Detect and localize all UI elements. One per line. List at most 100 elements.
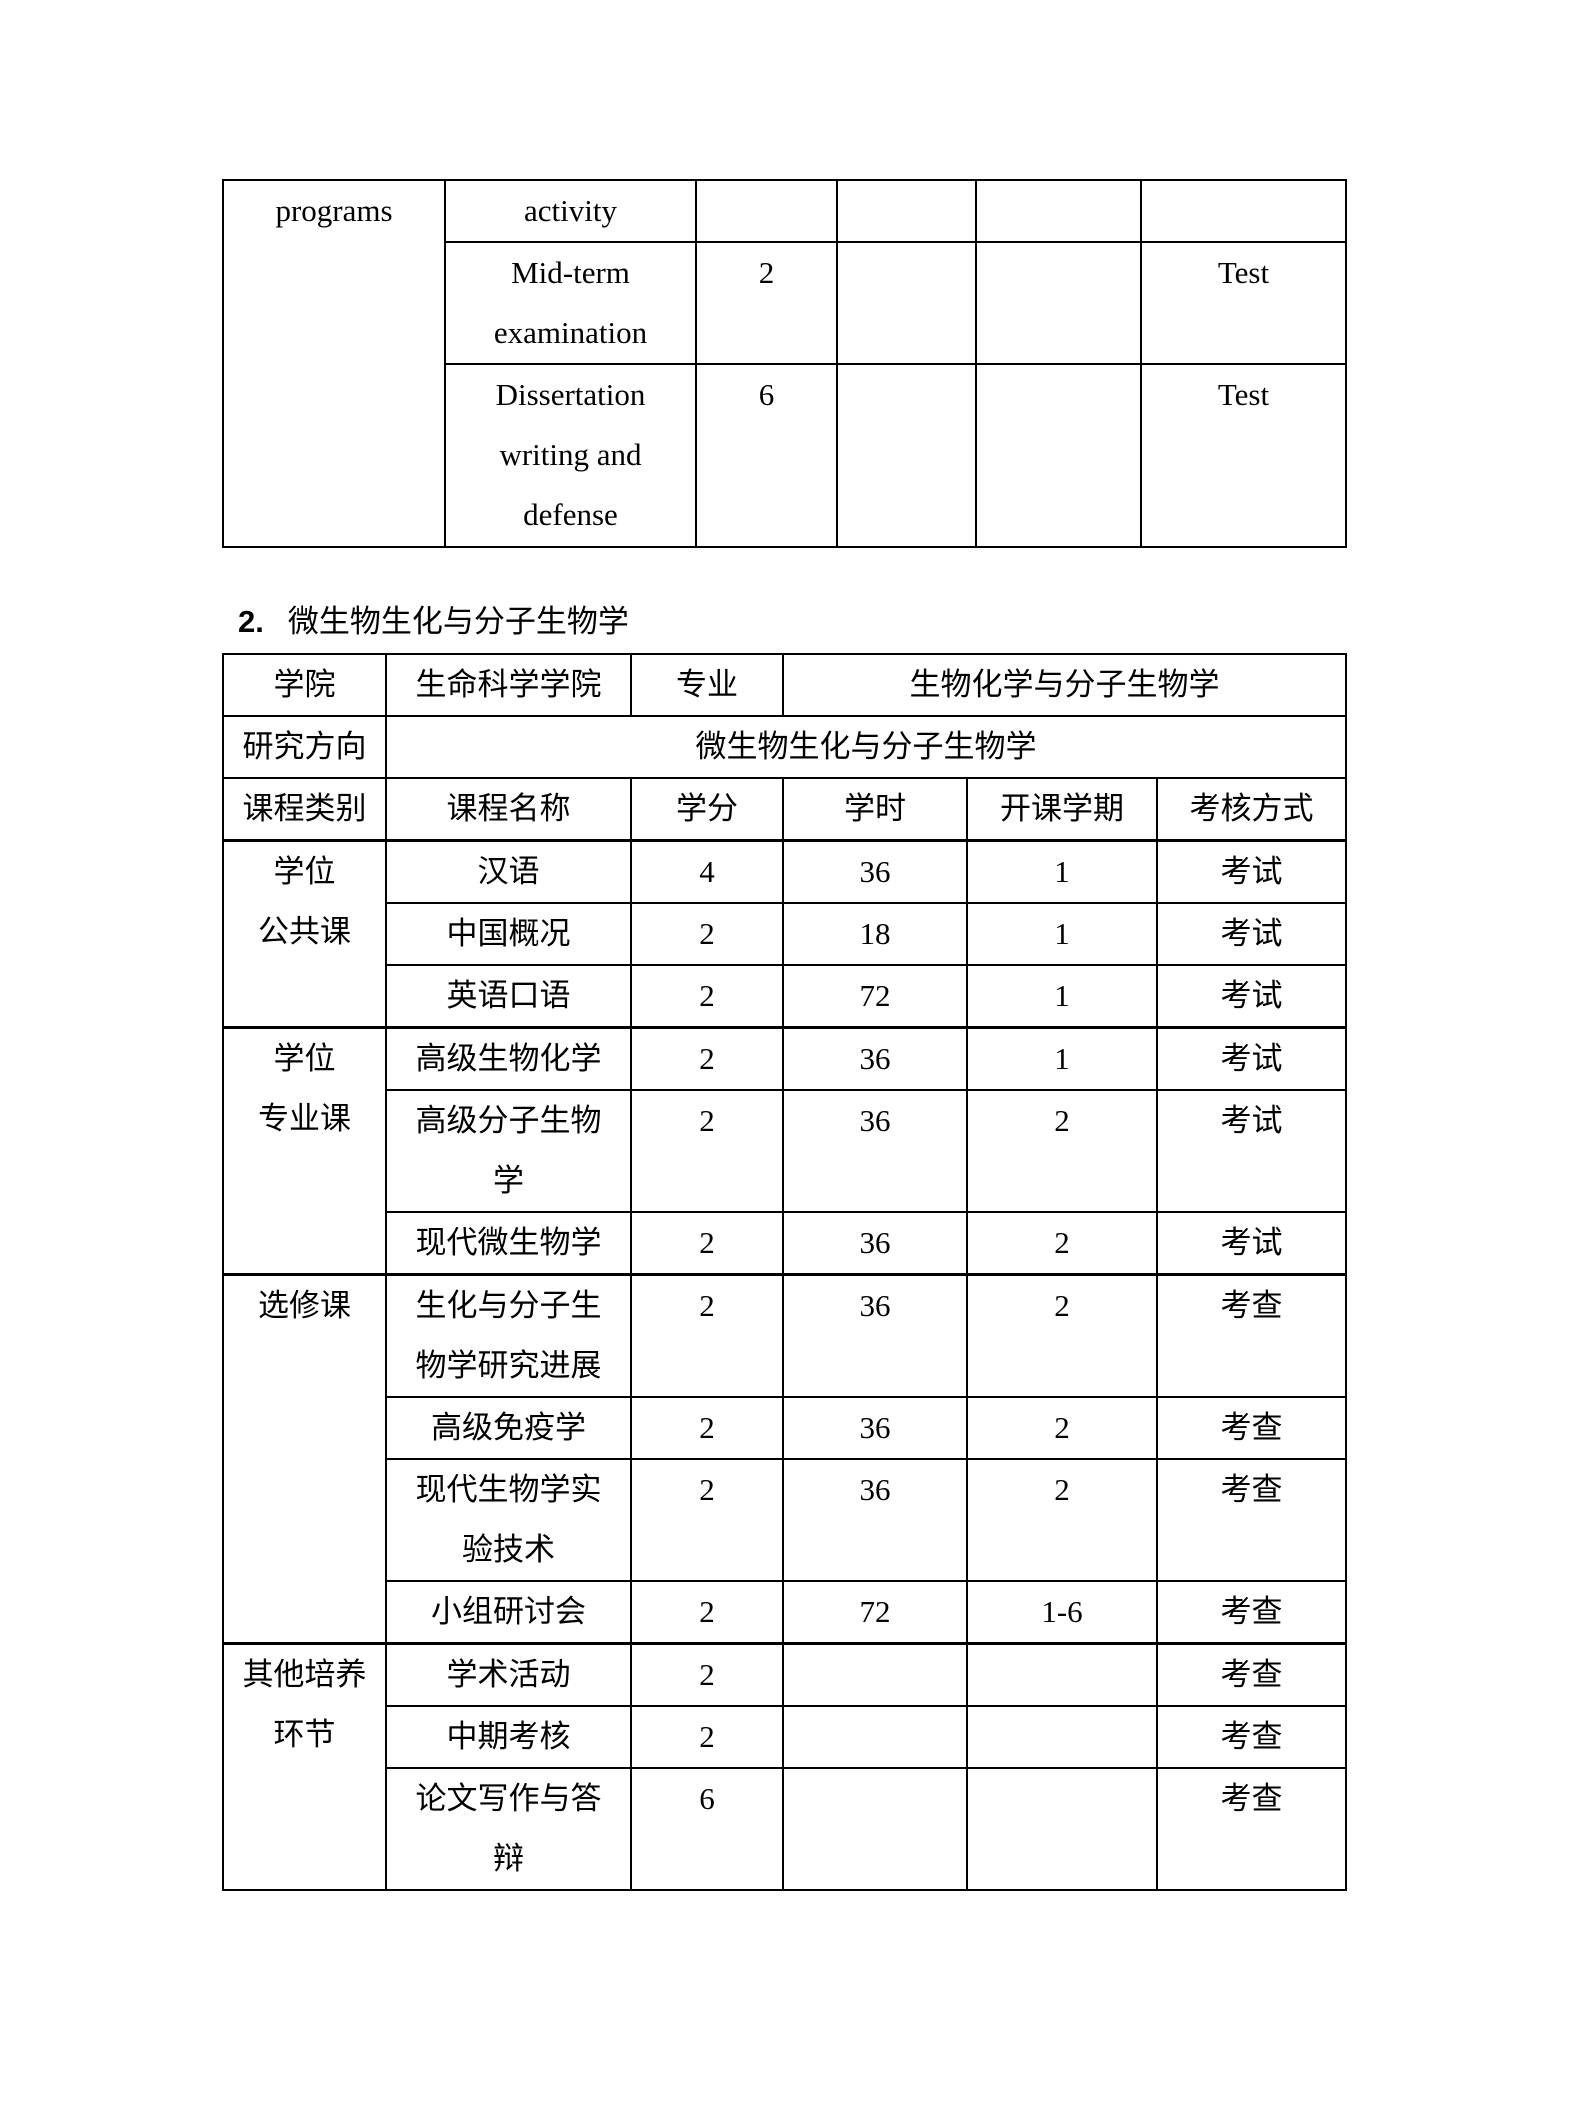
semester-cell: 1 bbox=[966, 964, 1158, 1029]
assessment-cell bbox=[1140, 179, 1347, 243]
hours-cell bbox=[782, 1642, 968, 1707]
hours-cell: 36 bbox=[782, 1026, 968, 1091]
assessment-cell: 考试 bbox=[1156, 1089, 1347, 1213]
credits-cell: 2 bbox=[630, 902, 784, 966]
empty-cell bbox=[836, 179, 977, 243]
course-name-cell: 小组研讨会 bbox=[385, 1580, 632, 1645]
course-name-cell: 汉语 bbox=[385, 839, 632, 904]
hours-cell: 36 bbox=[782, 1396, 968, 1460]
semester-cell bbox=[966, 1705, 1158, 1769]
hours-cell: 36 bbox=[782, 1273, 968, 1398]
assessment-cell: 考试 bbox=[1156, 964, 1347, 1029]
course-name-cell: 高级分子生物 学 bbox=[385, 1089, 632, 1213]
credits-cell: 2 bbox=[630, 1580, 784, 1645]
hours-cell: 72 bbox=[782, 964, 968, 1029]
semester-cell: 1 bbox=[966, 839, 1158, 904]
course-name-cell: 现代生物学实 验技术 bbox=[385, 1458, 632, 1582]
course-name-cell: 现代微生物学 bbox=[385, 1211, 632, 1276]
credits-cell: 6 bbox=[695, 363, 838, 548]
empty-cell bbox=[975, 179, 1142, 243]
section-heading: 2. 微生物生化与分子生物学 bbox=[238, 592, 629, 652]
assessment-cell: 考试 bbox=[1156, 839, 1347, 904]
hours-cell bbox=[782, 1705, 968, 1769]
assessment-cell: 考试 bbox=[1156, 1026, 1347, 1091]
semester-cell: 2 bbox=[966, 1089, 1158, 1213]
credits-cell: 2 bbox=[630, 1026, 784, 1091]
category-cell: 学位 公共课 bbox=[222, 839, 387, 1029]
course-name-cell: 论文写作与答 辩 bbox=[385, 1767, 632, 1891]
assessment-cell: 考查 bbox=[1156, 1458, 1347, 1582]
assessment-cell: 考试 bbox=[1156, 902, 1347, 966]
empty-cell bbox=[975, 363, 1142, 548]
credits-cell: 2 bbox=[630, 1089, 784, 1213]
section-number: 2. bbox=[238, 604, 264, 639]
college-value-cell: 生命科学学院 bbox=[385, 653, 632, 717]
hours-cell: 36 bbox=[782, 1089, 968, 1213]
assessment-cell: Test bbox=[1140, 363, 1347, 548]
credits-cell: 2 bbox=[630, 1211, 784, 1276]
course-name-cell: 中国概况 bbox=[385, 902, 632, 966]
semester-cell bbox=[966, 1642, 1158, 1707]
english-training-table: programs activity Mid-term examination 2… bbox=[222, 179, 1347, 548]
empty-cell bbox=[975, 241, 1142, 365]
assessment-cell: 考查 bbox=[1156, 1767, 1347, 1891]
empty-cell bbox=[836, 241, 977, 365]
semester-cell: 2 bbox=[966, 1273, 1158, 1398]
course-name-cell: 生化与分子生 物学研究进展 bbox=[385, 1273, 632, 1398]
credits-cell bbox=[695, 179, 838, 243]
category-cell: 选修课 bbox=[222, 1273, 387, 1645]
assessment-cell: 考试 bbox=[1156, 1211, 1347, 1276]
direction-label-cell: 研究方向 bbox=[222, 715, 387, 779]
hours-cell bbox=[782, 1767, 968, 1891]
activity-name-cell: Mid-term examination bbox=[444, 241, 697, 365]
hours-cell: 72 bbox=[782, 1580, 968, 1645]
semester-cell: 1 bbox=[966, 1026, 1158, 1091]
major-label-cell: 专业 bbox=[630, 653, 784, 717]
semester-cell: 1-6 bbox=[966, 1580, 1158, 1645]
header-course-cell: 课程名称 bbox=[385, 777, 632, 842]
assessment-cell: 考查 bbox=[1156, 1580, 1347, 1645]
credits-cell: 2 bbox=[695, 241, 838, 365]
semester-cell: 1 bbox=[966, 902, 1158, 966]
credits-cell: 4 bbox=[630, 839, 784, 904]
section-title: 微生物生化与分子生物学 bbox=[287, 604, 629, 639]
college-label-cell: 学院 bbox=[222, 653, 387, 717]
assessment-cell: 考查 bbox=[1156, 1705, 1347, 1769]
activity-name-cell: activity bbox=[444, 179, 697, 243]
credits-cell: 2 bbox=[630, 1705, 784, 1769]
semester-cell bbox=[966, 1767, 1158, 1891]
course-name-cell: 中期考核 bbox=[385, 1705, 632, 1769]
header-hours-cell: 学时 bbox=[782, 777, 968, 842]
empty-cell bbox=[836, 363, 977, 548]
hours-cell: 36 bbox=[782, 1458, 968, 1582]
credits-cell: 2 bbox=[630, 1458, 784, 1582]
assessment-cell: Test bbox=[1140, 241, 1347, 365]
assessment-cell: 考查 bbox=[1156, 1273, 1347, 1398]
course-name-cell: 高级免疫学 bbox=[385, 1396, 632, 1460]
semester-cell: 2 bbox=[966, 1458, 1158, 1582]
assessment-cell: 考查 bbox=[1156, 1396, 1347, 1460]
hours-cell: 18 bbox=[782, 902, 968, 966]
curriculum-table: 学院 生命科学学院 专业 生物化学与分子生物学 研究方向 微生物生化与分子生物学… bbox=[222, 653, 1347, 1891]
course-name-cell: 英语口语 bbox=[385, 964, 632, 1029]
major-value-cell: 生物化学与分子生物学 bbox=[782, 653, 1347, 717]
semester-cell: 2 bbox=[966, 1396, 1158, 1460]
credits-cell: 2 bbox=[630, 1396, 784, 1460]
category-cell: 其他培养 环节 bbox=[222, 1642, 387, 1891]
header-assessment-cell: 考核方式 bbox=[1156, 777, 1347, 842]
credits-cell: 2 bbox=[630, 1273, 784, 1398]
credits-cell: 2 bbox=[630, 1642, 784, 1707]
credits-cell: 2 bbox=[630, 964, 784, 1029]
header-category-cell: 课程类别 bbox=[222, 777, 387, 842]
credits-cell: 6 bbox=[630, 1767, 784, 1891]
header-semester-cell: 开课学期 bbox=[966, 777, 1158, 842]
course-name-cell: 学术活动 bbox=[385, 1642, 632, 1707]
direction-value-cell: 微生物生化与分子生物学 bbox=[385, 715, 1347, 779]
course-name-cell: 高级生物化学 bbox=[385, 1026, 632, 1091]
hours-cell: 36 bbox=[782, 839, 968, 904]
header-credits-cell: 学分 bbox=[630, 777, 784, 842]
programs-cell: programs bbox=[222, 179, 446, 548]
hours-cell: 36 bbox=[782, 1211, 968, 1276]
assessment-cell: 考查 bbox=[1156, 1642, 1347, 1707]
